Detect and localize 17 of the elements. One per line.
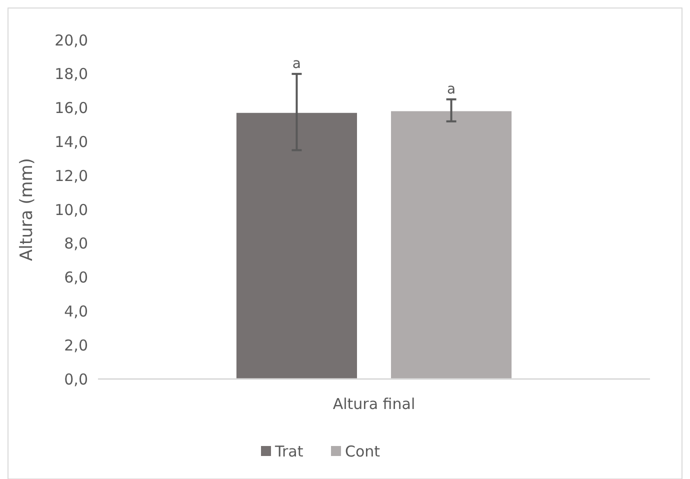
- annotation: a: [446, 81, 456, 98]
- y-tick-label: 12,0: [54, 166, 88, 185]
- y-axis-title: Altura (mm): [17, 158, 37, 261]
- y-tick-label: 4,0: [64, 302, 88, 320]
- y-tick-label: 18,0: [54, 65, 88, 84]
- legend-label: Trat: [274, 442, 304, 460]
- y-tick-label: 20,0: [54, 31, 88, 50]
- y-tick-label: 10,0: [54, 200, 88, 219]
- y-tick-label: 14,0: [54, 132, 88, 151]
- annotation: a: [292, 56, 302, 72]
- x-tick-label: Altura final: [332, 395, 416, 413]
- y-tick-label: 6,0: [64, 268, 88, 287]
- y-tick-label: 16,0: [54, 99, 88, 118]
- y-tick-label: 2,0: [64, 336, 88, 354]
- legend-label: Cont: [345, 442, 380, 460]
- y-tick-label: 0,0: [64, 370, 88, 388]
- y-tick-label: 8,0: [64, 234, 88, 253]
